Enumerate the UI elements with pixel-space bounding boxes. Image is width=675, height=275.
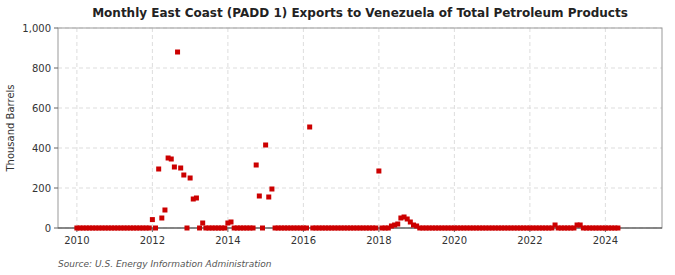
grid-line <box>76 28 77 228</box>
y-axis-label: Thousand Barrels <box>5 84 16 172</box>
grid-line <box>58 148 662 149</box>
grid <box>58 28 662 228</box>
tick-label: 2022 <box>517 235 542 246</box>
grid-line <box>605 28 606 228</box>
tick <box>54 188 58 189</box>
tick-label: 2020 <box>442 235 467 246</box>
annotation: Source: U.S. Energy Information Administ… <box>58 259 272 269</box>
chart: Monthly East Coast (PADD 1) Exports to V… <box>0 0 675 275</box>
point <box>304 226 309 231</box>
tick-label: 600 <box>32 103 51 114</box>
grid-line <box>58 188 662 189</box>
point <box>181 173 186 178</box>
tick <box>378 228 379 232</box>
tick-label: 2016 <box>291 235 316 246</box>
point <box>159 216 164 221</box>
point <box>156 167 161 172</box>
grid-line <box>303 28 304 228</box>
tick-label: 2014 <box>215 235 240 246</box>
tick-label: 2024 <box>593 235 618 246</box>
tick-label: 200 <box>32 183 51 194</box>
point <box>188 176 193 181</box>
point <box>200 221 205 226</box>
tick-label: 1,000 <box>22 23 51 34</box>
point <box>194 196 199 201</box>
grid-line <box>152 28 153 228</box>
grid-line <box>378 28 379 228</box>
point <box>184 226 189 231</box>
grid-line <box>454 28 455 228</box>
point <box>260 226 265 231</box>
point <box>153 226 158 231</box>
tick-label: 800 <box>32 63 51 74</box>
point <box>615 226 620 231</box>
point <box>197 226 202 231</box>
point <box>172 165 177 170</box>
point <box>147 226 152 231</box>
point <box>269 187 274 192</box>
point <box>251 226 256 231</box>
x-axis: 2010 2012 2014 2016 2018 2020 2022 2024 <box>64 228 618 246</box>
point <box>266 195 271 200</box>
plot-frame <box>58 28 662 228</box>
title: Monthly East Coast (PADD 1) Exports to V… <box>92 6 628 20</box>
tick <box>54 148 58 149</box>
point <box>307 125 312 130</box>
grid-line <box>529 28 530 228</box>
chart-container: Monthly East Coast (PADD 1) Exports to V… <box>0 0 675 275</box>
point <box>263 143 268 148</box>
grid-line <box>58 68 662 69</box>
point <box>229 220 234 225</box>
points <box>74 50 620 231</box>
tick <box>152 228 153 232</box>
tick <box>54 108 58 109</box>
tick <box>54 228 58 229</box>
grid-line <box>227 28 228 228</box>
point <box>169 157 174 162</box>
tick-label: 2012 <box>140 235 165 246</box>
point <box>376 169 381 174</box>
point <box>162 208 167 213</box>
point <box>254 163 259 168</box>
tick-label: 2018 <box>366 235 391 246</box>
point <box>257 194 262 199</box>
point <box>373 226 378 231</box>
tick-label: 0 <box>45 223 51 234</box>
tick <box>227 228 228 232</box>
point <box>395 222 400 227</box>
point <box>175 50 180 55</box>
tick <box>54 28 58 29</box>
y-axis: 0 200 400 600 800 1,000 <box>22 23 58 234</box>
tick-label: 2010 <box>64 235 89 246</box>
tick <box>54 68 58 69</box>
grid-line <box>58 108 662 109</box>
point <box>150 217 155 222</box>
tick-label: 400 <box>32 143 51 154</box>
point <box>222 226 227 231</box>
point <box>178 166 183 171</box>
